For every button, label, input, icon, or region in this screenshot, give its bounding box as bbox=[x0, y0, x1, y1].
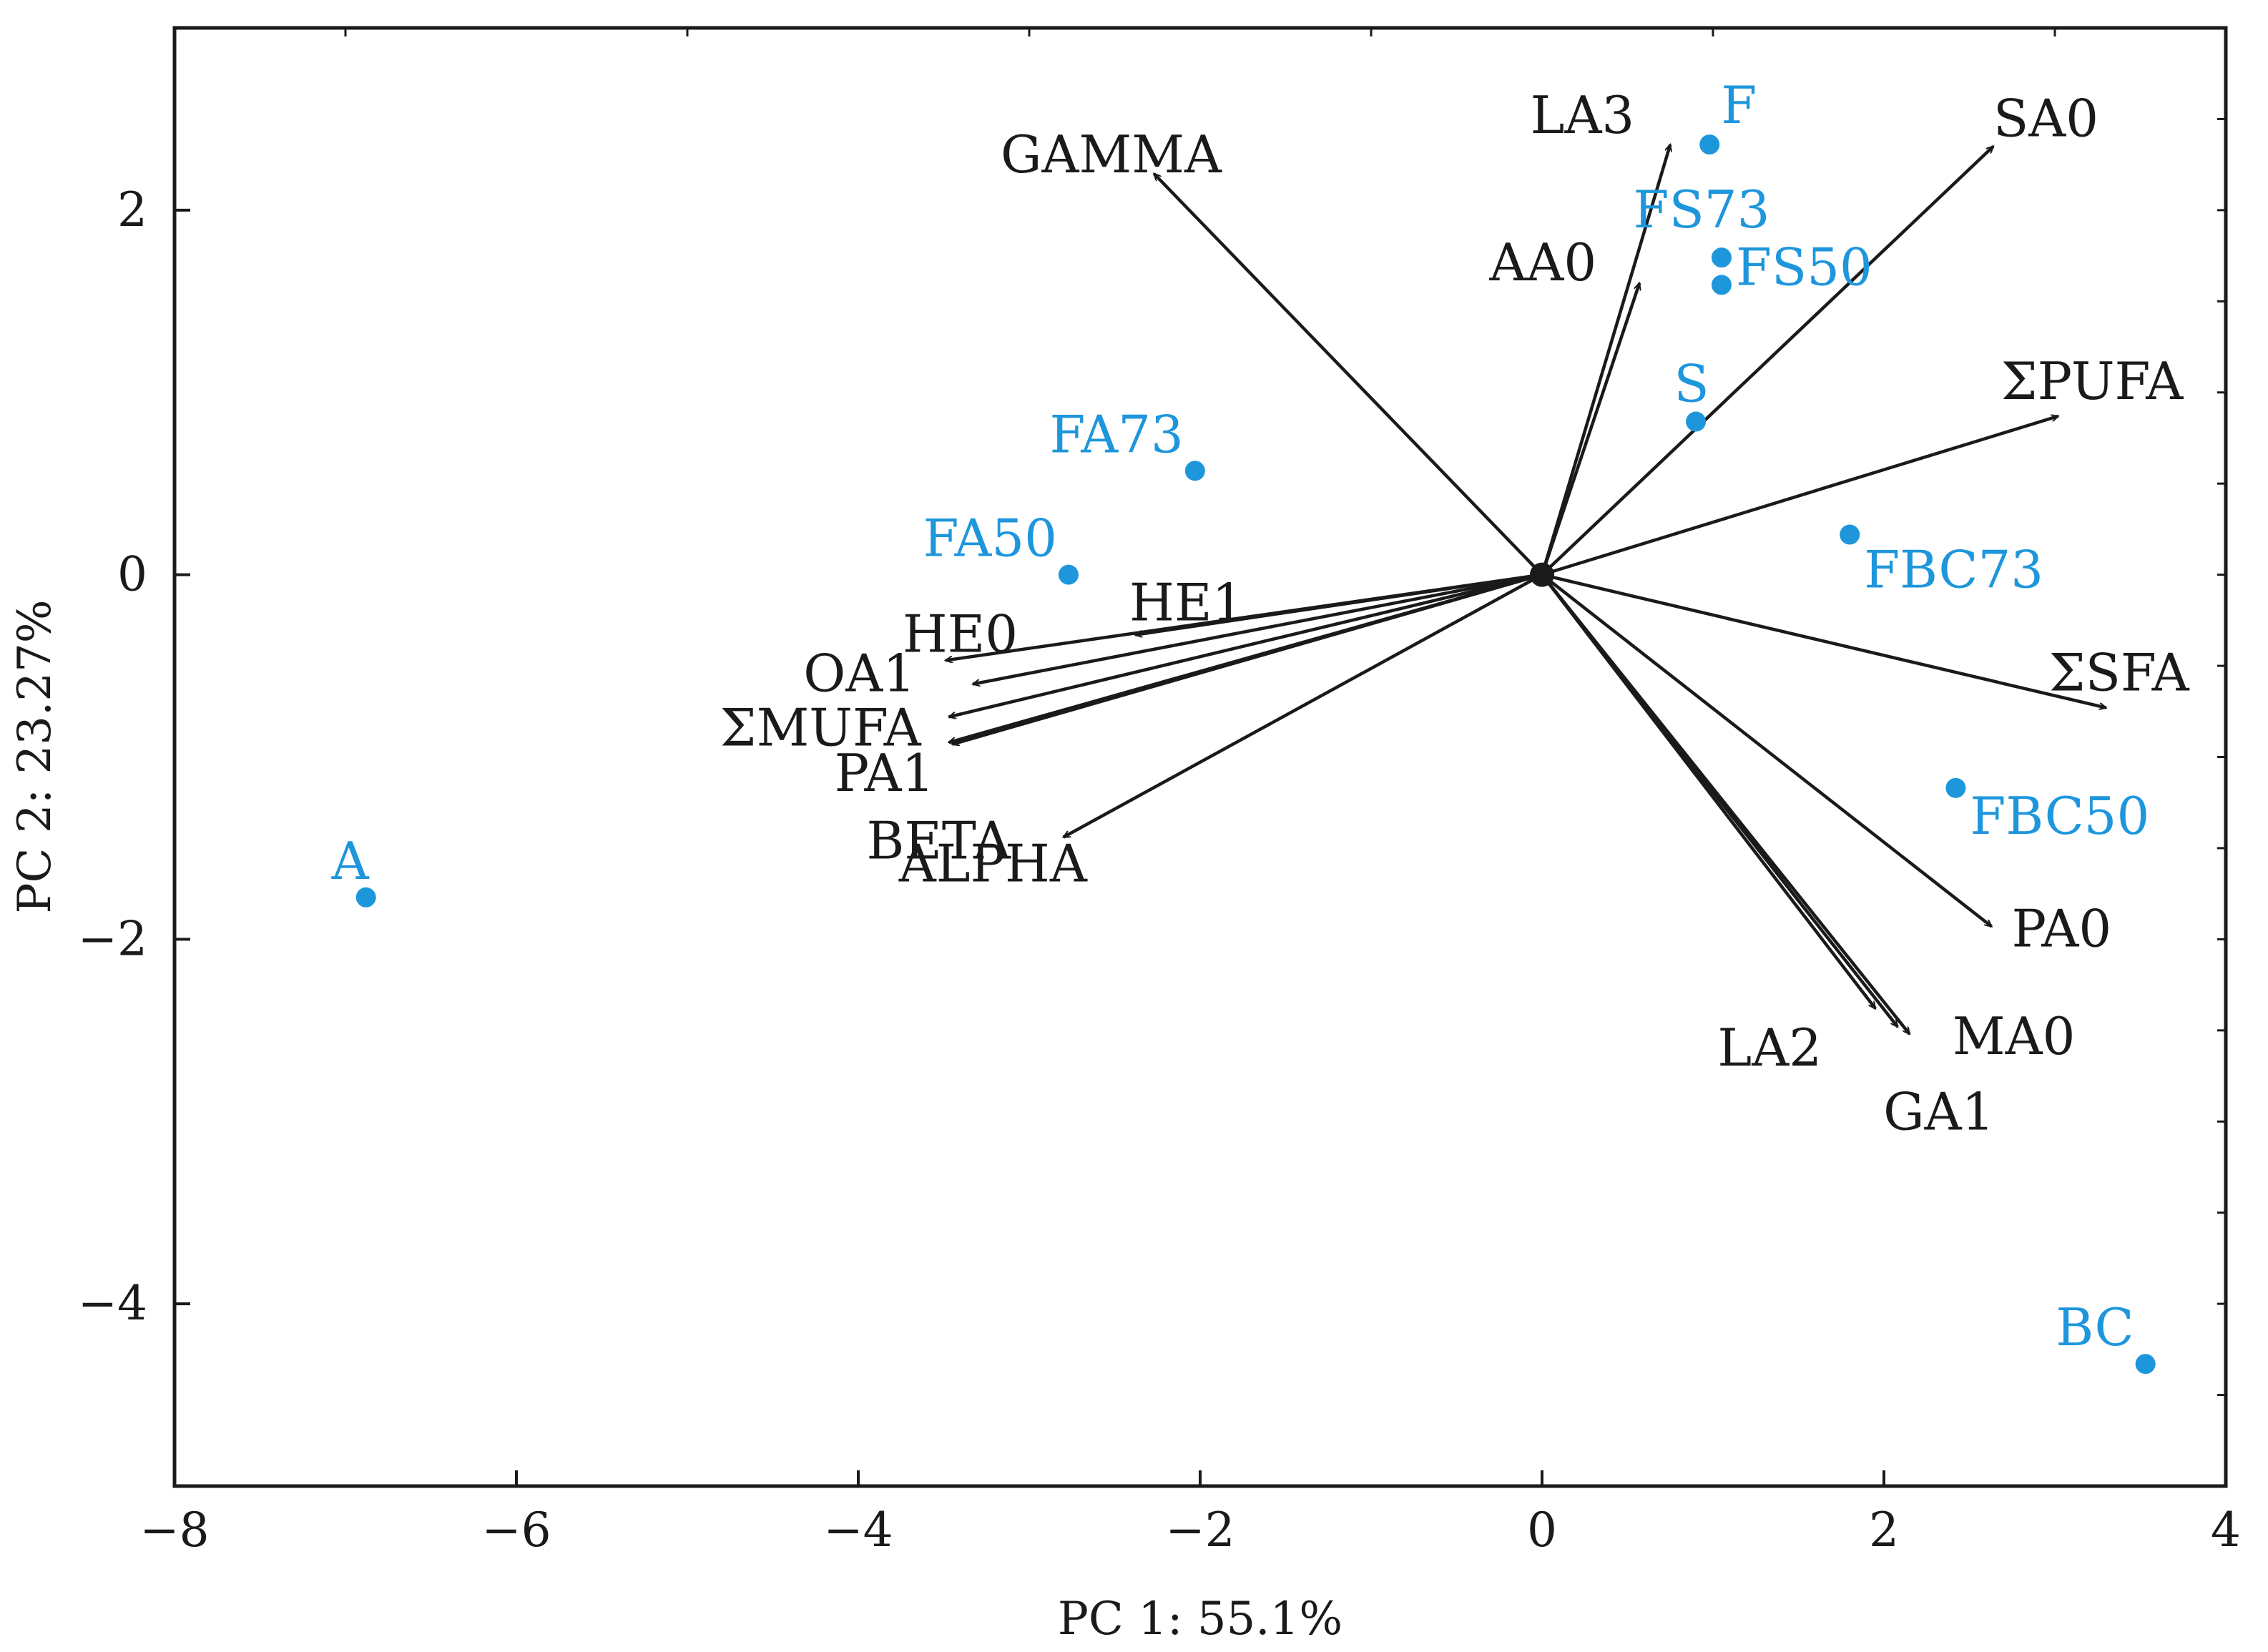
loading-label-gamma: GAMMA bbox=[1001, 124, 1222, 185]
observation-point-bc bbox=[2135, 1354, 2156, 1375]
observation-point-fbc50 bbox=[1945, 777, 1966, 798]
loading-arrow-sum-mufa bbox=[949, 573, 1543, 717]
loading-label-sum-mufa: ΣMUFA bbox=[720, 697, 922, 757]
y-tick-label: −2 bbox=[78, 911, 147, 966]
loading-arrow-sum-pufa bbox=[1541, 416, 2058, 576]
loading-label-la3: LA3 bbox=[1531, 85, 1635, 145]
x-axis-title: PC 1: 55.1% bbox=[1058, 1593, 1342, 1646]
observation-label-bc: BC bbox=[2056, 1297, 2134, 1357]
y-tick-label: −4 bbox=[78, 1276, 147, 1331]
loading-label-oa1: OA1 bbox=[803, 644, 915, 704]
observation-label-fs50: FS50 bbox=[1736, 237, 1872, 297]
loading-label-he1: HE1 bbox=[1129, 573, 1245, 633]
observation-point-f bbox=[1699, 134, 1720, 155]
loading-arrows bbox=[946, 144, 2106, 1034]
x-tick-label: 2 bbox=[1869, 1503, 1899, 1558]
observation-label-f: F bbox=[1721, 75, 1757, 135]
loading-arrow-pa0 bbox=[1541, 573, 1992, 928]
observation-points bbox=[355, 134, 2156, 1375]
plot-area-frame bbox=[172, 26, 2228, 1488]
observation-point-fs73 bbox=[1711, 247, 1732, 268]
observation-label-fbc73: FBC73 bbox=[1864, 540, 2043, 600]
loading-label-alpha: ALPHA bbox=[898, 834, 1088, 894]
loading-label-pa0: PA0 bbox=[2012, 899, 2112, 959]
loading-arrow-gamma bbox=[1152, 174, 1543, 576]
loading-label-la2: LA2 bbox=[1717, 1018, 1822, 1078]
loading-label-aa0: AA0 bbox=[1488, 232, 1596, 292]
y-tick-label: 2 bbox=[117, 182, 147, 237]
x-tick-label: −6 bbox=[481, 1503, 551, 1558]
observation-label-s: S bbox=[1674, 354, 1709, 414]
loading-arrow-la2 bbox=[1541, 574, 1877, 1009]
observation-label-fbc50: FBC50 bbox=[1970, 786, 2149, 846]
x-tick-label: −8 bbox=[139, 1503, 209, 1558]
observation-point-a bbox=[355, 887, 376, 908]
observation-label-a: A bbox=[331, 831, 370, 891]
loading-arrow-aa0 bbox=[1540, 283, 1639, 576]
y-axis-title: PC 2: 23.27% bbox=[9, 599, 62, 913]
loading-arrow-la3 bbox=[1540, 144, 1670, 576]
loading-arrow-he0 bbox=[946, 573, 1543, 661]
observation-point-fa50 bbox=[1058, 564, 1079, 585]
observation-label-fa73: FA73 bbox=[1050, 404, 1184, 464]
loading-arrow-sum-sfa bbox=[1541, 573, 2106, 708]
loading-label-he0: HE0 bbox=[903, 604, 1018, 664]
origin-point bbox=[1530, 562, 1554, 587]
loading-label-pa1: PA1 bbox=[835, 743, 935, 803]
observation-point-s bbox=[1686, 411, 1707, 432]
y-tick-label: 0 bbox=[117, 547, 147, 602]
loading-arrow-alpha bbox=[1064, 573, 1543, 839]
x-tick-label: −4 bbox=[823, 1503, 893, 1558]
observation-point-fa73 bbox=[1184, 461, 1205, 481]
loading-label-sum-pufa: ΣPUFA bbox=[2001, 351, 2184, 411]
observation-point-fs50 bbox=[1711, 275, 1732, 295]
chart-labels: −8 −6 −4 −2 0 2 4 −4 −2 0 2 GAMMA LA3 AA0 SA0 ΣPUFA ΣSFA… bbox=[78, 75, 2241, 1558]
observation-label-fs73: FS73 bbox=[1633, 180, 1769, 240]
observation-point-fbc73 bbox=[1840, 524, 1860, 545]
observation-label-fa50: FA50 bbox=[923, 508, 1057, 569]
x-tick-label: 4 bbox=[2211, 1503, 2241, 1558]
loading-label-ma0: MA0 bbox=[1953, 1006, 2076, 1066]
loading-label-sa0: SA0 bbox=[1993, 89, 2098, 149]
loading-arrow-sa0 bbox=[1541, 145, 1993, 576]
x-tick-label: −2 bbox=[1165, 1503, 1234, 1558]
axis-ticks bbox=[173, 28, 2227, 1486]
loading-arrow-beta bbox=[952, 573, 1543, 744]
x-tick-label: 0 bbox=[1527, 1503, 1557, 1558]
loading-label-sum-sfa: ΣSFA bbox=[2049, 643, 2190, 703]
loading-arrow-oa1 bbox=[973, 573, 1543, 684]
loading-label-ga1: GA1 bbox=[1883, 1082, 1994, 1142]
loading-label-beta: BETA bbox=[866, 811, 1011, 871]
